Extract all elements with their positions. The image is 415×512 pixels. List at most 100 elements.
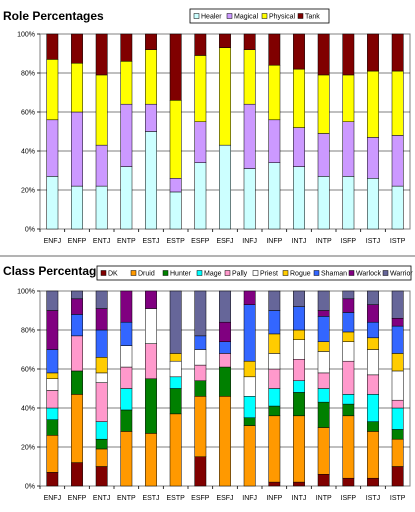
- legend-swatch-warlock: [348, 270, 355, 276]
- legend-swatch-tank: [297, 13, 304, 19]
- x-tick-label: ISFP: [341, 238, 357, 245]
- bar-segment-warlock: [342, 298, 355, 313]
- bar-segment-hunter: [194, 380, 207, 397]
- x-tick-label: INFJ: [242, 238, 257, 245]
- bar-segment-warrior: [194, 290, 207, 337]
- legend-swatch-pally: [224, 270, 231, 276]
- chart-panel-1: Role Percentages 0% 20% 40% 60% 80% 100% ENFJ EN…: [3, 8, 411, 245]
- bar-segment-healer: [71, 185, 83, 230]
- x-tick-label: ESFP: [191, 238, 210, 245]
- bar-segment-mage: [46, 407, 59, 420]
- bar-segment-mage: [342, 394, 355, 405]
- bar-segment-mage: [293, 380, 305, 393]
- bar-segment-mage: [169, 376, 182, 389]
- bar-segment-hunter: [219, 366, 231, 397]
- bar-segment-shaman: [243, 304, 256, 362]
- bar-segment-shaman: [367, 321, 379, 339]
- bar-segment-tank: [46, 33, 59, 60]
- bar-segment-priest: [169, 360, 182, 378]
- x-tick-label: ISFP: [341, 495, 357, 502]
- bar-segment-healer: [120, 166, 133, 230]
- bar-segment-physical: [342, 74, 355, 122]
- bar-segment-shaman: [71, 314, 83, 337]
- legend-label: Rogue: [290, 271, 311, 278]
- bar-segment-hunter: [391, 429, 404, 440]
- x-tick-label: INFJ: [242, 495, 257, 502]
- bar-segment-priest: [342, 341, 355, 362]
- bar-segment-hunter: [169, 388, 182, 415]
- bar-segment-dk: [367, 477, 379, 487]
- bar-segment-tank: [391, 33, 404, 72]
- y-tick-label: 80%: [21, 71, 35, 78]
- x-tick-label: ESTP: [167, 238, 186, 245]
- bar-segment-warrior: [293, 290, 305, 307]
- bar-segment-hunter: [243, 417, 256, 426]
- y-tick-label: 100%: [17, 289, 35, 296]
- bar-segment-dk: [46, 472, 59, 487]
- chart-panel-2: Class Percentages 0% 20% 40% 60% 80% 100% ENFJ E…: [3, 264, 413, 502]
- x-tick-label: INTP: [316, 495, 332, 502]
- legend-label: Priest: [260, 271, 278, 278]
- legend-label: Pally: [232, 271, 248, 278]
- y-tick-label: 20%: [21, 445, 35, 452]
- x-tick-label: ISTP: [390, 238, 406, 245]
- x-tick-label: ENFP: [68, 495, 87, 502]
- x-tick-label: ESTJ: [142, 495, 159, 502]
- bar-segment-priest: [120, 345, 133, 368]
- y-tick-label: 100%: [17, 32, 35, 39]
- bar-segment-druid: [95, 448, 108, 467]
- bar-segment-pally: [342, 360, 355, 395]
- bar-segment-druid: [194, 396, 207, 457]
- bar-segment-physical: [120, 61, 133, 105]
- bar-segment-warlock: [243, 290, 256, 305]
- bar-segment-dk: [71, 462, 83, 487]
- x-tick-label: ESFP: [191, 495, 210, 502]
- legend-label: Mage: [204, 271, 222, 278]
- bar-segment-physical: [293, 68, 305, 128]
- bar-segment-shaman: [293, 306, 305, 331]
- bar-segment-healer: [391, 185, 404, 230]
- bar-segment-rogue: [268, 333, 281, 354]
- x-tick-label: ISTJ: [366, 495, 380, 502]
- bar-segment-warlock: [391, 318, 404, 327]
- bar-segment-physical: [317, 74, 330, 134]
- x-tick-label: ENTJ: [93, 495, 111, 502]
- bar-segment-rogue: [95, 357, 108, 374]
- bar-segment-priest: [46, 378, 59, 391]
- x-tick-label: INTP: [316, 238, 332, 245]
- bar-segment-tank: [219, 33, 231, 48]
- x-tick-label: ENTJ: [93, 238, 111, 245]
- y-tick-label: 80%: [21, 328, 35, 335]
- legend-swatch-warrior: [382, 270, 389, 276]
- x-tick-label: ISTP: [390, 495, 406, 502]
- legend-label: Healer: [201, 14, 222, 21]
- bar-segment-hunter: [293, 392, 305, 417]
- bar-segment-mage: [243, 396, 256, 418]
- bar-segment-druid: [71, 394, 83, 463]
- bar-segment-hunter: [46, 419, 59, 436]
- bar-segment-hunter: [95, 438, 108, 450]
- bar-segment-warlock: [46, 310, 59, 350]
- bar-segment-pally: [391, 399, 404, 409]
- legend-label: Druid: [138, 271, 155, 278]
- legend-label: Shaman: [321, 271, 347, 278]
- bar-segment-shaman: [120, 321, 133, 346]
- bar-segment-warrior: [71, 290, 83, 300]
- bar-segment-shaman: [342, 312, 355, 333]
- legend-label: Hunter: [170, 271, 192, 278]
- legend-label: Warrior: [390, 271, 413, 278]
- bar-segment-warlock: [317, 310, 330, 317]
- x-tick-label: ENFJ: [44, 238, 62, 245]
- bar-segment-rogue: [317, 341, 330, 352]
- bar-segment-warlock: [219, 321, 231, 342]
- legend-swatch-druid: [130, 270, 137, 276]
- bar-segment-healer: [367, 178, 379, 230]
- bar-segment-healer: [169, 191, 182, 230]
- bar-segment-warrior: [391, 290, 404, 319]
- bar-segment-healer: [194, 162, 207, 230]
- bar-segment-priest: [317, 351, 330, 374]
- bar-segment-mage: [367, 394, 379, 422]
- bar-segment-rogue: [293, 329, 305, 340]
- bar-segment-shaman: [317, 316, 330, 342]
